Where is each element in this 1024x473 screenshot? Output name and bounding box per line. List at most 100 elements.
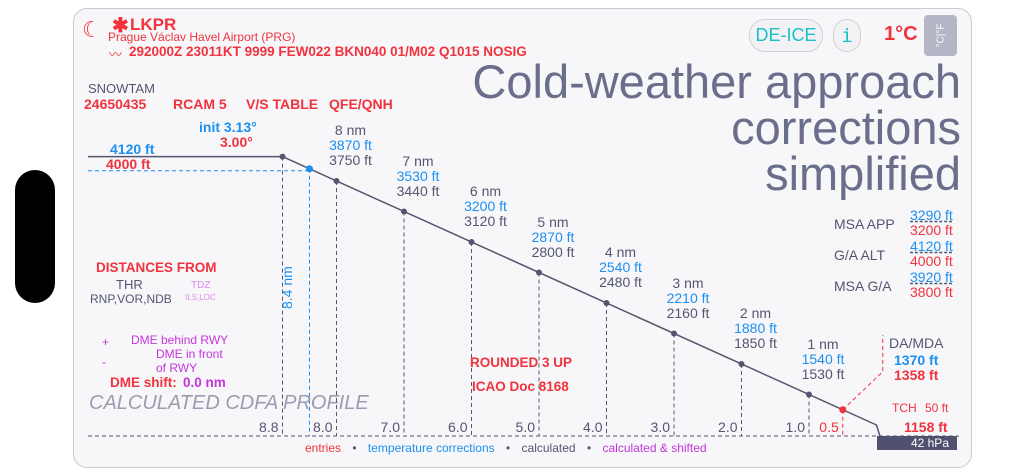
fix-distance: 4 nm bbox=[604, 244, 637, 260]
fix-distance: 3 nm bbox=[672, 274, 704, 291]
fix-corrected-alt: 2870 ft bbox=[531, 228, 575, 245]
msa-entry[interactable]: 4000 ft bbox=[910, 253, 953, 269]
da-label: DA/MDA bbox=[889, 335, 944, 351]
snowflake-icon: ✱ bbox=[112, 15, 129, 37]
fix-label-8nm: 8 nm 3870 ft 3750 ft bbox=[329, 123, 372, 168]
msa-entry[interactable]: 3200 ft bbox=[910, 222, 953, 238]
msa-corrected: 3920 ft bbox=[910, 269, 953, 285]
legend: entries • temperature corrections • calc… bbox=[305, 441, 707, 455]
threshold-elevation[interactable]: 1158 ft bbox=[904, 419, 948, 435]
snowtam-label: SNOWTAM bbox=[88, 81, 155, 96]
fix-calculated-alt: 3750 ft bbox=[329, 152, 372, 168]
side-handle[interactable] bbox=[15, 170, 55, 303]
distances-thr-sub: RNP,VOR,NDB bbox=[90, 292, 172, 306]
fix-dot bbox=[468, 239, 475, 245]
tick-label: 3.0 bbox=[650, 419, 670, 435]
info-button[interactable]: i bbox=[833, 19, 861, 52]
overlay-line-1: Cold-weather approach corrections bbox=[472, 55, 961, 154]
fix-dot bbox=[279, 153, 286, 160]
legend-sep: • bbox=[506, 441, 511, 455]
temperature-value: 1°C bbox=[884, 23, 918, 45]
fix-calculated-alt: 2800 ft bbox=[531, 243, 575, 260]
fix-dot bbox=[401, 208, 407, 215]
tick-label: 5.0 bbox=[515, 419, 535, 435]
msa-label: MSA APP bbox=[834, 216, 895, 232]
fix-distance: 1 nm bbox=[807, 335, 839, 352]
fix-corrected-alt: 2210 ft bbox=[666, 289, 710, 306]
deice-button[interactable]: DE-ICE bbox=[749, 19, 823, 52]
unit-toggle-label: °C|°F bbox=[935, 23, 946, 48]
fix-label-6nm: 6 nm 3200 ft 3120 ft bbox=[464, 184, 507, 229]
profile-chart bbox=[88, 153, 959, 437]
rcam-button[interactable]: RCAM 5 bbox=[173, 96, 227, 112]
fix-calculated-alt: 2160 ft bbox=[666, 304, 710, 321]
overlay-line-2: simplified bbox=[765, 147, 961, 200]
tick-label: 4.0 bbox=[583, 419, 603, 435]
cdfa-card: ☾ ✱ LKPR Prague Václav Havel Airport (PR… bbox=[73, 8, 972, 468]
fix-calculated-alt: 1530 ft bbox=[801, 365, 845, 382]
tick-label: 8.8 bbox=[259, 419, 279, 435]
tick-label: 0.5 bbox=[819, 419, 839, 435]
dme-behind[interactable]: DME behind RWY bbox=[131, 333, 229, 347]
metar-text[interactable]: 292000Z 23011KT 9999 FEW022 BKN040 01/M0… bbox=[129, 44, 527, 59]
dme-minus[interactable]: - bbox=[102, 355, 106, 369]
legend-sep: • bbox=[586, 441, 592, 455]
fix-corrected-alt: 1540 ft bbox=[801, 350, 845, 367]
fix-label-1nm: 1 nm 1540 ft 1530 ft bbox=[801, 335, 845, 382]
fix-dot bbox=[536, 269, 542, 276]
distances-thr[interactable]: THR bbox=[116, 277, 143, 292]
da-leader bbox=[842, 334, 884, 411]
fix-distance: 2 nm bbox=[739, 305, 772, 321]
fix-calculated-alt: 3440 ft bbox=[396, 182, 440, 199]
moon-stars-icon: ☾ bbox=[82, 17, 102, 42]
qfe-value: 42 hPa bbox=[910, 436, 949, 450]
glide-angle[interactable]: 3.00° bbox=[220, 134, 253, 150]
descent-path bbox=[282, 155, 881, 437]
vs-table-button[interactable]: V/S TABLE bbox=[246, 96, 319, 112]
fix-dot bbox=[806, 391, 812, 398]
fix-distance: 7 nm bbox=[402, 152, 434, 169]
fix-corrected-alt: 3870 ft bbox=[329, 137, 372, 153]
fix-dot bbox=[671, 330, 677, 337]
tick-label: 1.0 bbox=[785, 419, 805, 435]
da-dot bbox=[839, 406, 847, 414]
fix-dot bbox=[603, 300, 610, 306]
fix-label-5nm: 5 nm 2870 ft 2800 ft bbox=[531, 214, 575, 260]
legend-shifted: calculated & shifted bbox=[602, 441, 707, 455]
da-entry[interactable]: 1358 ft bbox=[894, 367, 939, 383]
fix-distance: 8 nm bbox=[334, 122, 367, 138]
profile-title: CALCULATED CDFA PROFILE bbox=[89, 392, 369, 414]
initial-alt-entry[interactable]: 4000 ft bbox=[106, 156, 151, 172]
legend-temp: temperature corrections bbox=[367, 441, 495, 455]
fix-distance: 6 nm bbox=[469, 183, 502, 199]
distances-tdz-sub: ILS,LOC bbox=[185, 293, 216, 302]
msa-entry[interactable]: 3800 ft bbox=[910, 284, 953, 300]
legend-sep: • bbox=[352, 441, 357, 455]
fix-corrected-alt: 3200 ft bbox=[464, 198, 507, 214]
qfe-qnh-button[interactable]: QFE/QNH bbox=[329, 96, 393, 112]
fix-dot bbox=[333, 178, 340, 184]
distances-tdz[interactable]: TDZ bbox=[191, 280, 211, 291]
initial-alt-corrected: 4120 ft bbox=[110, 141, 155, 157]
signal-icon: 〰 bbox=[109, 47, 123, 62]
legend-entries: entries bbox=[305, 441, 342, 455]
fix-calculated-alt: 2480 ft bbox=[599, 274, 642, 290]
tch-value[interactable]: 50 ft bbox=[925, 401, 949, 415]
unit-toggle[interactable]: °C|°F bbox=[924, 15, 957, 56]
legend-calculated: calculated bbox=[521, 441, 576, 455]
fix-corrected-alt: 1880 ft bbox=[734, 320, 777, 336]
dme-front-2: of RWY bbox=[156, 361, 198, 375]
dme-plus[interactable]: + bbox=[102, 335, 110, 349]
overlay-title: Cold-weather approach corrections simpli… bbox=[461, 55, 961, 200]
fix-calculated-alt: 1850 ft bbox=[734, 335, 777, 351]
tick-label: 8.0 bbox=[313, 419, 333, 435]
icao-code: LKPR bbox=[130, 15, 177, 34]
fix-corrected-alt: 2540 ft bbox=[599, 259, 642, 275]
snowtam-number[interactable]: 24650435 bbox=[84, 96, 147, 112]
dme-shift-value[interactable]: 0.0 nm bbox=[183, 375, 226, 390]
msa-corrected: 4120 ft bbox=[910, 238, 953, 254]
msa-label: G/A ALT bbox=[834, 247, 886, 263]
tick-label: 6.0 bbox=[448, 419, 468, 435]
rounded-label: ROUNDED 3 UP bbox=[470, 355, 573, 370]
dme-front: DME in front bbox=[156, 347, 223, 361]
